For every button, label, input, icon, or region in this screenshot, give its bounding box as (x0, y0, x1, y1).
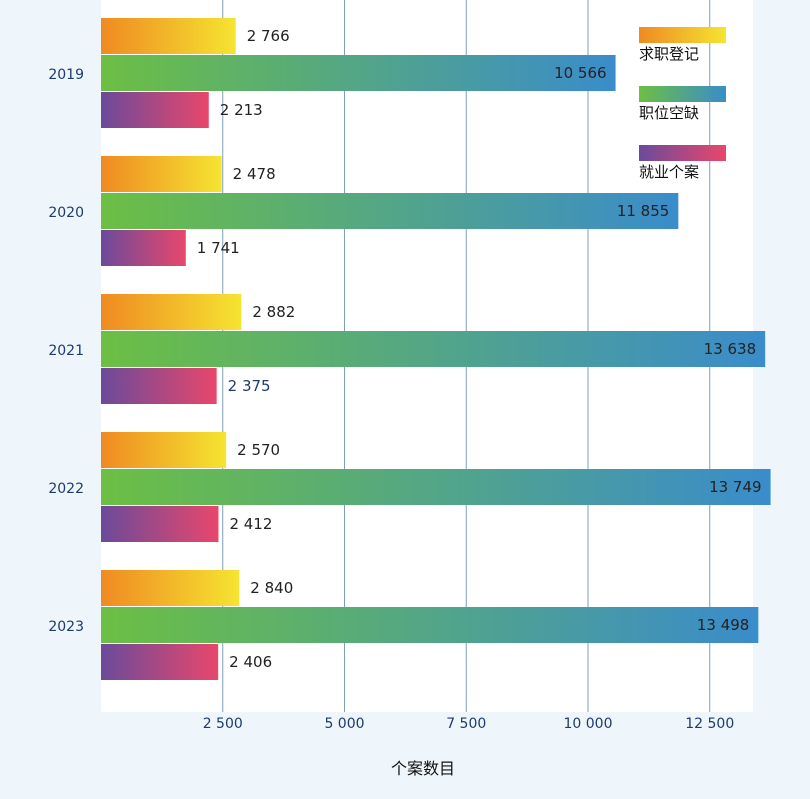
data-label: 13 638 (704, 340, 757, 358)
legend-label: 就业个案 (639, 163, 699, 181)
x-tick-label: 2 500 (203, 716, 243, 732)
bar (101, 432, 227, 468)
bar (101, 607, 759, 643)
legend-label: 职位空缺 (639, 104, 699, 122)
bar (101, 55, 616, 91)
legend-swatch (639, 86, 726, 102)
labels: 2 766 10 566 2 213 2019 2 478 11 855 1 741 2020… (48, 27, 761, 671)
bar (101, 644, 219, 680)
bar (101, 294, 242, 330)
data-label: 2 840 (250, 579, 293, 597)
data-label: 2 478 (233, 165, 276, 183)
bar (101, 368, 217, 404)
data-label: 2 213 (220, 101, 263, 119)
data-label: 2 406 (229, 653, 272, 671)
bar (101, 469, 771, 505)
legend-label: 求职登记 (639, 45, 699, 63)
bar (101, 230, 186, 266)
bar (101, 18, 236, 54)
bars (101, 18, 771, 680)
data-label: 1 741 (197, 239, 240, 257)
bar (101, 331, 766, 367)
data-label: 13 749 (709, 478, 762, 496)
bar (101, 92, 209, 128)
data-label: 10 566 (554, 64, 607, 82)
data-label: 11 855 (617, 202, 670, 220)
bar (101, 506, 219, 542)
grid-lines: 2 500 5 000 7 500 10 000 12 500 (203, 0, 734, 732)
y-tick-label: 2019 (48, 67, 84, 83)
x-axis-title: 个案数目 (391, 759, 455, 778)
legend-swatch (639, 27, 726, 43)
x-tick-label: 12 500 (685, 716, 734, 732)
x-tick-label: 10 000 (564, 716, 613, 732)
data-label: 2 570 (237, 441, 280, 459)
data-label: 13 498 (697, 616, 750, 634)
x-tick-label: 7 500 (446, 716, 486, 732)
bar (101, 570, 240, 606)
data-label: 2 375 (228, 377, 271, 395)
data-label: 2 412 (229, 515, 272, 533)
y-tick-label: 2021 (48, 343, 84, 359)
bar (101, 193, 679, 229)
x-tick-label: 5 000 (324, 716, 364, 732)
legend-swatch (639, 145, 726, 161)
y-tick-label: 2023 (48, 619, 84, 635)
data-label: 2 882 (252, 303, 295, 321)
data-label: 2 766 (247, 27, 290, 45)
y-tick-label: 2022 (48, 481, 84, 497)
bar (101, 156, 222, 192)
y-tick-label: 2020 (48, 205, 84, 221)
